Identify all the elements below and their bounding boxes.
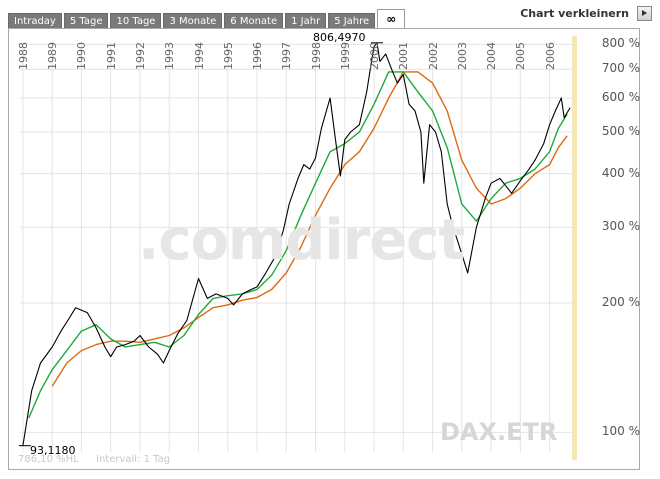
x-tick-label: 2001: [397, 42, 411, 70]
x-tick-label: 1991: [104, 42, 118, 70]
brand-watermark: .comdirect: [138, 208, 465, 273]
x-tick-label: 2004: [485, 42, 499, 70]
timeframe-tab-bar: Intraday 5 Tage 10 Tage 3 Monate 6 Monate 1 J…: [8, 9, 407, 29]
x-tick-label: 1998: [309, 42, 323, 70]
min-annotation: 93,1180: [30, 444, 76, 457]
y-tick-label: 100 %: [601, 424, 640, 439]
x-tick-label: 1988: [16, 42, 30, 70]
scale-readout: 786,10 %HL: [18, 454, 79, 465]
tab-6-monate[interactable]: 6 Monate: [224, 13, 284, 29]
x-tick-label: 2005: [514, 42, 528, 70]
tab-10-tage[interactable]: 10 Tage: [110, 13, 162, 29]
x-tick-label: 1997: [280, 42, 294, 70]
x-tick-label: 1995: [221, 42, 235, 70]
x-tick-label: 1990: [75, 42, 89, 70]
x-tick-label: 2000: [368, 42, 381, 70]
x-tick-label: 1999: [338, 42, 352, 70]
series-line-ma_short: [28, 71, 568, 419]
index-symbol-watermark: DAX.ETR: [440, 418, 558, 446]
y-tick-label: 200 %: [601, 295, 640, 309]
interval-readout: Intervall: 1 Tag: [96, 454, 171, 465]
series-line-ma_long: [51, 71, 568, 387]
tab-3-monate[interactable]: 3 Monate: [163, 13, 223, 29]
series-line-price: [22, 42, 571, 446]
x-tick-label: 2003: [455, 42, 469, 70]
chart-frame: [8, 28, 640, 470]
x-tick-label: 1994: [192, 42, 206, 70]
x-tick-label: 2006: [543, 42, 557, 70]
triangle-right-icon[interactable]: [637, 6, 652, 21]
x-tick-label: 2002: [426, 42, 440, 70]
shrink-chart-label[interactable]: Chart verkleinern: [520, 7, 629, 20]
y-tick-label: 600 %: [601, 90, 640, 104]
y-tick-label: 500 %: [601, 124, 640, 138]
y-tick-label: 800 %: [601, 36, 640, 51]
tab-5-jahre[interactable]: 5 Jahre: [328, 13, 376, 29]
x-tick-label: 1996: [251, 42, 264, 70]
tab-1-jahr[interactable]: 1 Jahr: [285, 13, 327, 29]
current-period-band: [572, 36, 577, 460]
x-tick-label: 1992: [134, 42, 147, 70]
x-tick-label: 1993: [163, 42, 177, 70]
max-annotation: 806,4970: [313, 31, 366, 44]
shrink-control[interactable]: Chart verkleinern: [520, 6, 652, 21]
tab-intraday[interactable]: Intraday: [8, 13, 62, 29]
y-tick-label: 700 %: [601, 61, 640, 76]
y-tick-label: 300 %: [601, 219, 640, 234]
y-tick-label: 400 %: [601, 165, 640, 180]
tab-5-tage[interactable]: 5 Tage: [63, 13, 109, 29]
x-tick-label: 1989: [46, 42, 60, 70]
